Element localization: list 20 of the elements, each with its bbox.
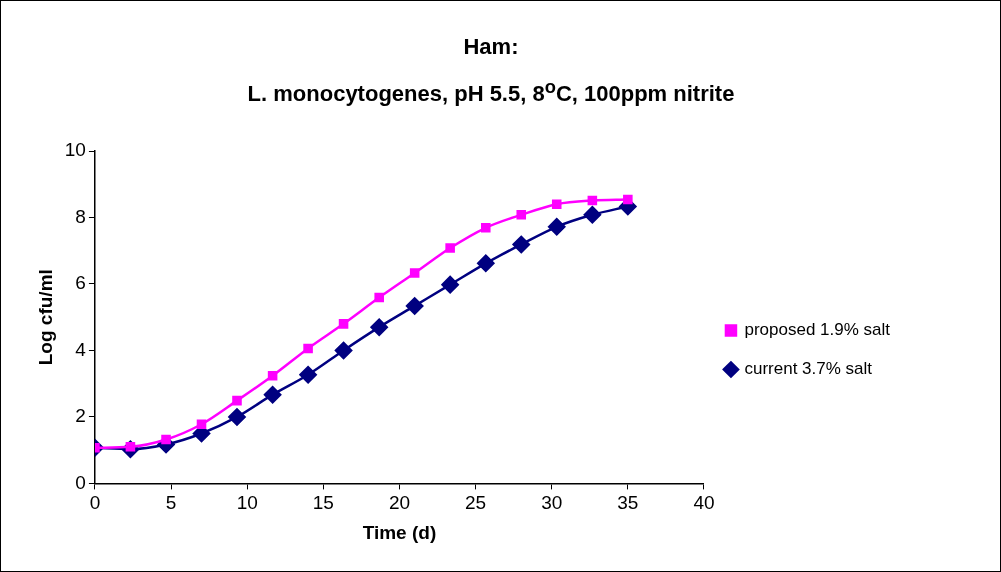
legend-label: proposed 1.9% salt xyxy=(744,320,891,340)
x-tick-label: 40 xyxy=(693,492,715,514)
x-tick-label: 30 xyxy=(541,492,563,514)
y-tick-label: 8 xyxy=(75,205,86,227)
y-tick-label: 4 xyxy=(75,338,87,360)
chart-title: Ham: L. monocytogenes, pH 5.5, 8$^{o}$C, 100ppm nitrite xyxy=(246,33,736,109)
x-tick-label: 25 xyxy=(465,492,487,514)
y-tick-label: 6 xyxy=(75,272,86,294)
x-tick-label: 5 xyxy=(165,492,177,514)
y-axis-title: Log cfu/ml xyxy=(34,269,56,366)
x-tick-label: 10 xyxy=(236,492,258,514)
x-tick-label: 0 xyxy=(89,492,101,514)
y-tick-label: 2 xyxy=(75,405,86,427)
y-tick-label: 10 xyxy=(64,139,86,161)
x-tick-label: 20 xyxy=(388,492,411,514)
legend-label: current 3.7% salt xyxy=(744,359,873,379)
x-tick-label: 35 xyxy=(617,492,639,514)
y-tick-label: 0 xyxy=(75,471,86,493)
x-axis-title: Time (d) xyxy=(362,521,437,543)
x-tick-label: 15 xyxy=(312,492,334,514)
